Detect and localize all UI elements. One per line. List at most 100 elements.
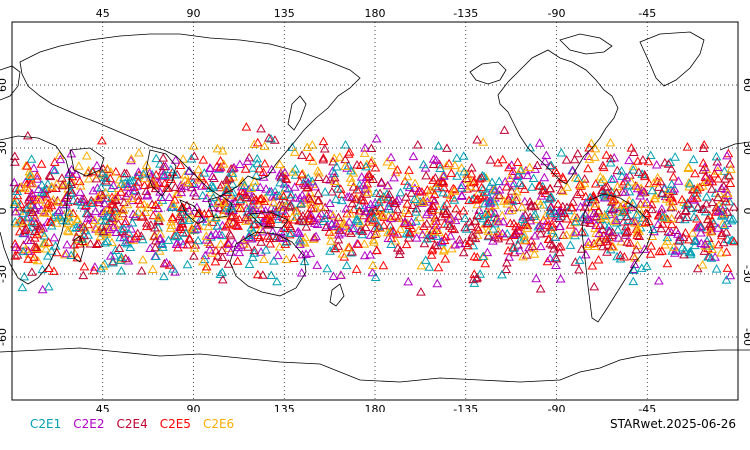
observation-marker: [649, 193, 660, 202]
observation-marker: [312, 166, 323, 175]
observation-marker: [108, 222, 119, 232]
observation-marker: [295, 239, 305, 248]
observation-marker: [713, 223, 723, 232]
observation-marker: [338, 218, 349, 228]
observation-marker: [104, 216, 115, 226]
observation-marker: [170, 231, 180, 241]
observation-marker: [126, 153, 137, 163]
observation-marker: [340, 161, 351, 170]
observation-marker: [189, 251, 199, 260]
observation-marker: [622, 211, 633, 221]
observation-marker: [421, 218, 432, 228]
observation-marker: [149, 178, 160, 188]
observation-marker: [70, 248, 80, 258]
observation-marker: [544, 194, 554, 203]
observation-marker: [200, 264, 211, 274]
observation-marker: [210, 256, 221, 266]
observation-marker: [242, 192, 253, 202]
observation-marker: [354, 200, 365, 209]
observation-marker: [602, 181, 613, 191]
observation-marker: [370, 229, 380, 238]
observation-marker: [436, 236, 447, 245]
observation-marker: [534, 181, 544, 190]
observation-marker: [524, 162, 535, 172]
observation-marker: [621, 172, 632, 182]
observation-marker: [541, 150, 552, 159]
observation-marker: [499, 196, 509, 205]
observation-marker: [469, 251, 480, 261]
observation-marker: [553, 178, 563, 188]
observation-marker: [390, 235, 401, 245]
top-lon-tick-label: -45: [638, 7, 656, 20]
observation-marker: [243, 185, 254, 194]
observation-marker: [435, 163, 445, 172]
observation-marker: [569, 217, 580, 227]
observation-marker: [234, 247, 245, 257]
observation-marker: [144, 168, 155, 177]
observation-marker: [44, 263, 54, 273]
observation-marker: [421, 170, 431, 180]
observation-marker: [186, 223, 197, 233]
observation-marker: [428, 159, 439, 168]
observation-marker: [362, 178, 373, 188]
observation-marker: [330, 243, 341, 253]
observation-marker: [93, 192, 103, 201]
observation-marker: [483, 230, 494, 240]
observation-marker: [584, 154, 595, 163]
observation-marker: [125, 242, 136, 252]
observation-marker: [617, 207, 628, 216]
observation-marker: [571, 216, 581, 226]
observation-marker: [403, 276, 414, 286]
right-lat-tick-label: 30: [741, 141, 750, 155]
observation-marker: [27, 217, 37, 227]
observation-marker: [629, 265, 639, 274]
observation-marker: [90, 206, 101, 216]
observation-marker: [581, 197, 591, 207]
observation-marker: [452, 171, 462, 180]
observation-marker: [598, 162, 609, 172]
observation-marker: [329, 172, 340, 182]
observation-marker: [146, 179, 157, 189]
observation-marker: [589, 238, 599, 248]
observation-marker: [449, 186, 460, 195]
observation-marker: [118, 223, 129, 233]
observation-marker: [53, 197, 64, 206]
observation-marker: [626, 143, 637, 152]
observation-marker: [468, 240, 479, 250]
observation-marker: [656, 188, 667, 197]
observation-marker: [571, 227, 581, 236]
observation-marker: [660, 183, 670, 192]
observation-marker: [255, 182, 266, 192]
observation-marker: [673, 176, 684, 185]
observation-marker: [411, 203, 422, 213]
observation-marker: [389, 198, 400, 207]
observation-marker: [572, 213, 582, 222]
observation-marker: [416, 260, 427, 270]
observation-marker: [10, 216, 21, 226]
observation-marker: [405, 227, 416, 237]
observation-marker: [624, 170, 635, 179]
observation-marker: [250, 182, 261, 191]
observation-marker: [665, 157, 676, 166]
observation-marker: [494, 176, 505, 185]
observation-marker: [119, 168, 130, 178]
observation-marker: [376, 177, 387, 186]
observation-marker: [216, 180, 227, 189]
observation-marker: [158, 153, 169, 162]
observation-marker: [66, 185, 76, 194]
observation-marker: [692, 202, 703, 212]
observation-marker: [709, 168, 720, 178]
observation-marker: [511, 192, 522, 201]
observation-marker: [522, 170, 533, 180]
observation-marker: [514, 178, 525, 187]
observation-marker: [690, 236, 701, 246]
observation-marker: [265, 239, 276, 248]
observation-marker: [197, 181, 207, 190]
observation-marker: [356, 172, 367, 181]
observation-marker: [363, 187, 374, 196]
observation-marker: [665, 196, 675, 206]
observation-marker: [645, 150, 656, 160]
observation-marker: [363, 213, 374, 223]
observation-marker: [472, 194, 483, 203]
observation-marker: [27, 178, 38, 188]
